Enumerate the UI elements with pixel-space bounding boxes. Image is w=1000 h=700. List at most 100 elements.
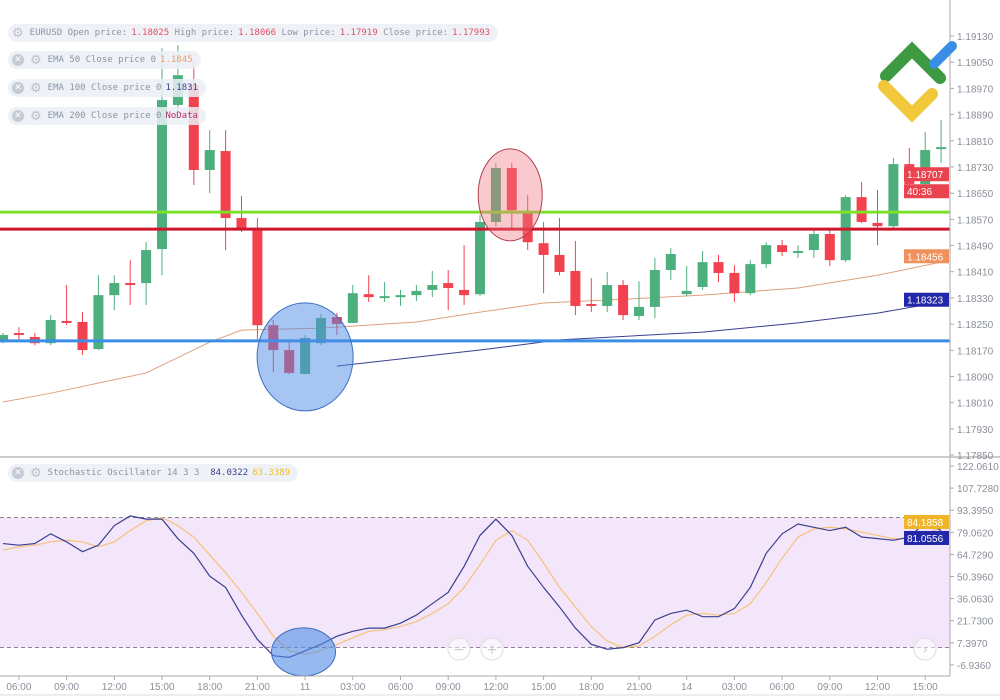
candle-body <box>745 264 756 294</box>
candle-body <box>586 303 597 306</box>
candle-body <box>93 295 104 350</box>
stoch-k-value: 84.0322 <box>210 468 249 478</box>
candle <box>856 182 867 223</box>
candle <box>761 242 772 269</box>
price-tick-label: 1.18970 <box>957 84 994 95</box>
candle-body <box>649 269 660 307</box>
ema-value: NoData <box>165 111 198 121</box>
candle <box>379 282 390 303</box>
time-tick-label: 15:00 <box>531 682 556 693</box>
stoch-tick-label: -6.9360 <box>957 661 991 672</box>
price-tick-label: 1.18170 <box>957 346 994 357</box>
candle <box>204 130 215 194</box>
price-tick-label: 1.17930 <box>957 425 994 436</box>
candle-body <box>729 272 740 294</box>
candle <box>554 218 565 276</box>
highlight-ellipse-stoch <box>271 627 337 677</box>
stoch-tick-label: 7.3970 <box>957 639 988 650</box>
label-bg <box>904 292 949 307</box>
label-bg <box>904 530 949 545</box>
candle-body <box>634 306 644 317</box>
close-value: 1.17993 <box>452 28 491 38</box>
price-tick-label: 1.18250 <box>957 320 994 331</box>
candle <box>459 245 470 305</box>
open-label: Open price: <box>67 28 128 38</box>
candle-body <box>411 290 422 296</box>
candle-body <box>713 262 724 273</box>
label-text: 1.18323 <box>907 296 944 307</box>
close-label: Close price: <box>383 28 449 38</box>
time-tick-label: 21:00 <box>245 682 270 693</box>
time-tick-label: 15:00 <box>913 682 938 693</box>
candle-body <box>777 245 788 253</box>
stoch-tick-label: 107.7280 <box>957 484 999 495</box>
gear-icon[interactable]: ⚙ <box>30 108 42 124</box>
gear-icon[interactable]: ⚙ <box>30 465 42 481</box>
time-tick-label: 06:00 <box>6 682 31 693</box>
candle-body <box>856 197 867 222</box>
candle <box>443 269 454 311</box>
ema100-price-label: 1.18323 <box>904 292 949 307</box>
gear-icon[interactable]: ⚙ <box>12 25 24 41</box>
candle-body <box>443 283 454 288</box>
close-icon[interactable]: ✕ <box>12 110 24 122</box>
candle-body <box>490 168 501 222</box>
candle <box>777 239 788 256</box>
candle-body <box>347 293 358 323</box>
price-tick-label: 1.17850 <box>957 451 994 462</box>
candle-body <box>77 321 88 351</box>
zoom-in-button[interactable]: + <box>480 637 504 661</box>
scroll-right-button[interactable]: › <box>913 637 937 661</box>
candle-body <box>808 234 819 251</box>
label-bg <box>904 514 949 529</box>
candle <box>363 275 374 303</box>
time-tick-label: 18:00 <box>579 682 604 693</box>
stoch-tick-label: 36.0630 <box>957 595 994 606</box>
stochastic-legend: ✕ ⚙ Stochastic Oscillator 14 3 3 84.0322 8… <box>8 464 299 482</box>
candle <box>395 289 406 306</box>
candle <box>618 280 629 320</box>
price-tick-label: 1.18890 <box>957 111 994 122</box>
candle <box>220 130 231 251</box>
label-bg <box>904 167 949 182</box>
price-tick-label: 1.18650 <box>957 189 994 200</box>
candle <box>570 240 581 316</box>
stoch-label: Stochastic Oscillator 14 3 3 <box>47 468 200 478</box>
candle <box>411 285 422 302</box>
candle-body <box>888 164 899 227</box>
candle <box>347 285 358 323</box>
close-icon[interactable]: ✕ <box>12 82 24 94</box>
stoch-k-line <box>2 515 942 658</box>
time-tick-label: 09:00 <box>54 682 79 693</box>
close-icon[interactable]: ✕ <box>12 467 24 479</box>
time-tick-label: 03:00 <box>340 682 365 693</box>
zoom-out-button[interactable]: − <box>447 637 471 661</box>
time-tick-label: 06:00 <box>388 682 413 693</box>
candle <box>490 163 501 227</box>
candle-body <box>570 270 581 306</box>
time-tick-label: 18:00 <box>197 682 222 693</box>
gear-icon[interactable]: ⚙ <box>30 52 42 68</box>
candle-body <box>45 319 56 344</box>
time-tick-label: 21:00 <box>626 682 651 693</box>
highlight-ellipse-red <box>477 148 543 242</box>
candle-body <box>13 333 24 336</box>
gear-icon[interactable]: ⚙ <box>30 80 42 96</box>
stoch-d-value: 83.3389 <box>252 468 291 478</box>
time-tick-label: 12:00 <box>102 682 127 693</box>
candle <box>713 254 724 283</box>
close-icon[interactable]: ✕ <box>12 54 24 66</box>
stoch-d-label: 84.1858 <box>904 514 949 529</box>
candle-body <box>824 234 835 261</box>
candle-body <box>872 222 883 227</box>
candle-body <box>188 85 199 170</box>
button-circle <box>447 637 471 661</box>
stoch-k-label: 81.0556 <box>904 530 949 545</box>
logo-blue-bar <box>929 41 957 69</box>
price-tick-label: 1.18330 <box>957 294 994 305</box>
candle <box>538 221 549 294</box>
candle <box>824 228 835 267</box>
candle <box>506 163 517 229</box>
candle-body <box>125 283 136 286</box>
